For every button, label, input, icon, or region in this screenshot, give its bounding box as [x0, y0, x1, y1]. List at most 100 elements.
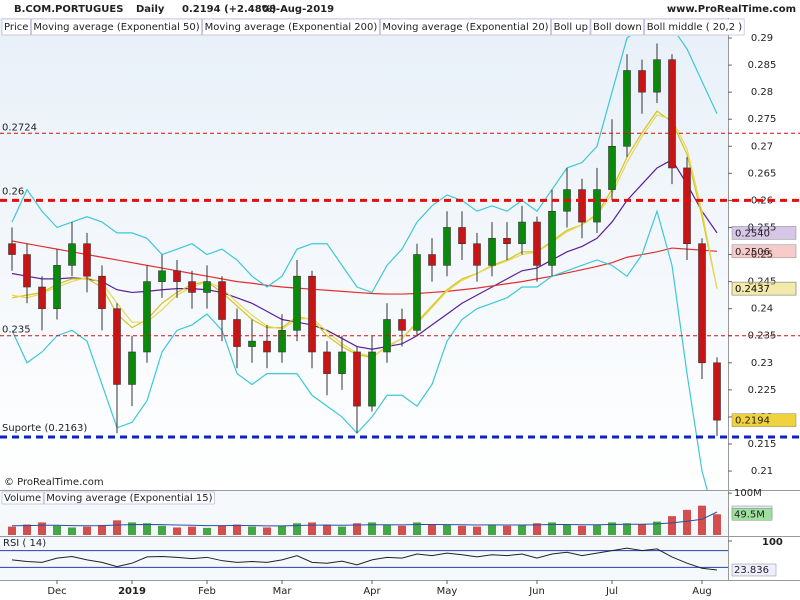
series-line [11, 240, 718, 295]
candle-body [443, 227, 451, 266]
candle-body [98, 275, 106, 309]
candle-body [203, 281, 211, 293]
x-tick-label: Aug [692, 586, 712, 597]
candle-body [473, 243, 481, 266]
volume-bar [308, 522, 316, 535]
legend-entry: Moving average (Exponential 50) [33, 22, 199, 33]
series-line [11, 209, 708, 490]
volume-bar [413, 522, 421, 535]
y-tick-label: 0.21 [751, 466, 773, 477]
volume-bar [608, 522, 616, 535]
level-label: 0.26 [2, 186, 24, 197]
level-label: 0.235 [2, 325, 31, 336]
y-tick-label: 0.255 [748, 222, 777, 233]
volume-bar [113, 520, 121, 535]
volume-bar [23, 524, 31, 535]
candle-body [578, 189, 586, 223]
volume-bar [218, 525, 226, 535]
value-badge-label: 0.2540 [735, 228, 770, 239]
instrument: B.COM.PORTUGUES [14, 4, 123, 15]
candle-body [548, 210, 556, 266]
y-tick-label: 100M [734, 488, 762, 499]
volume-bar [278, 525, 286, 535]
y-tick-label: 0.23 [751, 358, 773, 369]
candle-body [593, 189, 601, 223]
legend-entry: Price [4, 22, 28, 33]
volume-bar [578, 525, 586, 535]
y-tick-label: 100 [762, 537, 783, 548]
legend-box [644, 18, 745, 36]
volume-bar [98, 524, 106, 535]
level-label: Suporte (0.2163) [2, 423, 87, 434]
candle-body [458, 227, 466, 245]
legend-box [31, 18, 202, 36]
candle-body [128, 351, 136, 385]
candle-body [653, 59, 661, 93]
volume-bar [638, 524, 646, 535]
candle-body [683, 167, 691, 245]
value-badge [731, 244, 797, 259]
volume-bar [443, 524, 451, 535]
legend-entry: Boll up [554, 22, 588, 33]
x-tick-label: Jul [605, 586, 618, 597]
value-badge-label: 0.2437 [735, 284, 770, 295]
volume-bar [53, 525, 61, 535]
y-tick-label: 0.265 [748, 168, 777, 179]
candle-body [698, 243, 706, 364]
volume-bar [248, 526, 256, 535]
legend-box [590, 18, 644, 36]
legend-entry: Volume [4, 493, 41, 504]
volume-bar [323, 524, 331, 535]
x-tick-label: Feb [198, 586, 216, 597]
candle-body [323, 351, 331, 374]
candle-body [713, 362, 721, 421]
candle-body [368, 351, 376, 407]
candle-body [83, 243, 91, 277]
candle-body [398, 319, 406, 331]
volume-bar [428, 524, 436, 535]
volume-bar [353, 523, 361, 535]
y-tick-label: 0.285 [748, 60, 777, 71]
y-tick-label: 0.275 [748, 114, 777, 125]
candle-body [158, 270, 166, 282]
level-label: 0.2724 [2, 122, 37, 133]
volume-bar [458, 525, 466, 535]
value-badge [731, 508, 773, 521]
legend-box [1, 491, 44, 505]
legend-entry: Moving average (Exponential 200) [205, 22, 378, 33]
candle-body [533, 221, 541, 266]
candle-body [638, 70, 646, 93]
volume-bar [38, 522, 46, 535]
candle-body [113, 308, 121, 385]
series-line [11, 547, 718, 571]
y-tick-label: 0.215 [748, 439, 777, 450]
candle-body [413, 254, 421, 331]
value-badge-label: 0.2506 [735, 247, 770, 258]
volume-bar [563, 524, 571, 535]
legend-entry: Boll middle ( 20,2 ) [647, 22, 743, 33]
volume-bar [398, 525, 406, 535]
copyright: © ProRealTime.com [4, 477, 104, 488]
x-tick-label: Mar [273, 586, 293, 597]
candle-body [278, 330, 286, 353]
y-tick-label: 0.24 [751, 304, 773, 315]
volume-bar [173, 527, 181, 535]
volume-bar [158, 525, 166, 535]
candle-body [38, 286, 46, 309]
candle-body [188, 281, 196, 293]
value-badge-label: 0.2194 [735, 416, 770, 427]
volume-bar [533, 523, 541, 535]
x-tick-label: 2019 [118, 586, 146, 597]
value-badge-label: 23.836 [734, 565, 769, 576]
candle-body [668, 59, 676, 169]
volume-bar [668, 516, 676, 535]
volume-bar [203, 527, 211, 535]
candle-body [608, 145, 616, 190]
volume-bar [338, 526, 346, 535]
volume-bar [263, 527, 271, 535]
volume-bar [293, 523, 301, 535]
candle-body [308, 275, 316, 353]
legend-entry: Moving average (Exponential 20) [382, 22, 548, 33]
